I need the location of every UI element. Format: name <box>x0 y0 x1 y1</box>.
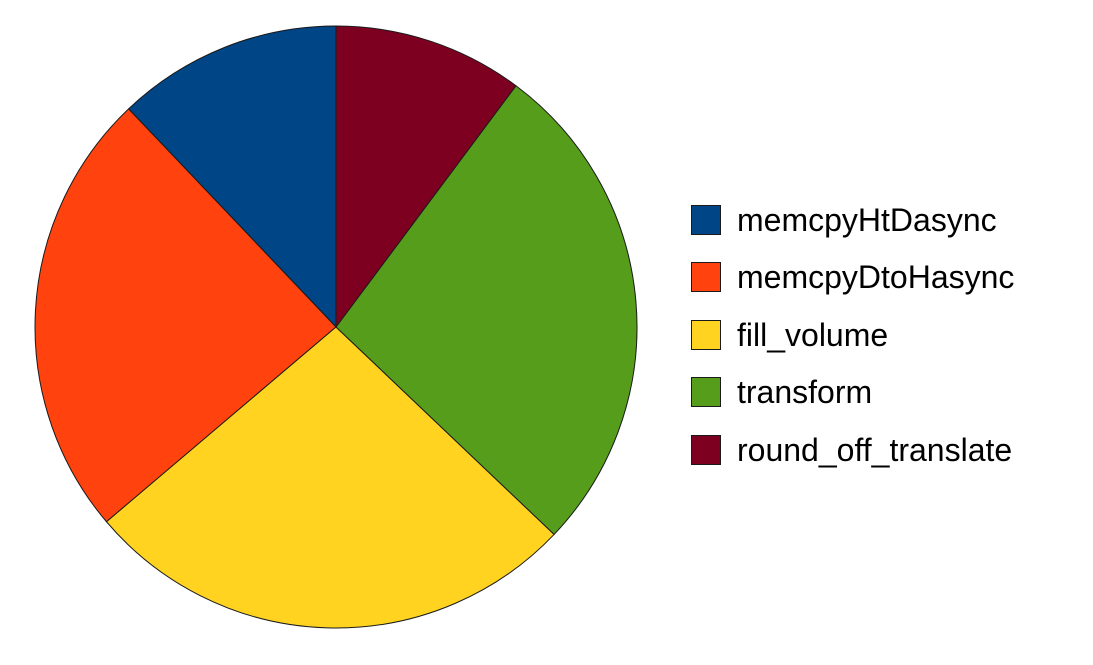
pie-slice-round-off-translate <box>335 25 517 328</box>
legend-item: memcpyDtoHasync <box>691 249 1014 307</box>
legend-swatch <box>691 434 721 465</box>
legend-label: memcpyDtoHasync <box>737 259 1015 296</box>
legend-swatch <box>691 319 721 350</box>
legend-item: fill_volume <box>691 306 1014 364</box>
pie-slice-memcpydtohasync <box>34 108 337 523</box>
pie-slice-fill-volume <box>106 326 555 629</box>
legend-item: round_off_translate <box>691 421 1014 479</box>
legend-label: transform <box>737 374 873 411</box>
legend-item: memcpyHtDasync <box>691 191 1014 249</box>
legend-item: transform <box>691 364 1014 422</box>
legend-swatch <box>691 204 721 235</box>
legend: memcpyHtDasync memcpyDtoHasync fill_volume… <box>691 191 1014 479</box>
pie-slice-transform <box>335 85 638 535</box>
legend-label: fill_volume <box>737 316 889 353</box>
legend-label: round_off_translate <box>737 431 1013 468</box>
pie-slice-memcpyhtdasync <box>128 25 337 328</box>
legend-swatch <box>691 262 721 293</box>
legend-label: memcpyHtDasync <box>737 201 997 238</box>
legend-swatch <box>691 377 721 408</box>
